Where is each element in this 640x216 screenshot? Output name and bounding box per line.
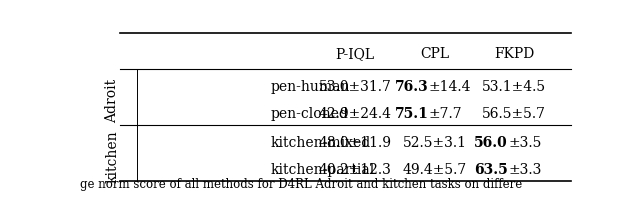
Text: ±14.4: ±14.4 (429, 80, 471, 94)
Text: FKPD: FKPD (494, 47, 534, 61)
Text: 53.0±31.7: 53.0±31.7 (319, 80, 392, 94)
Text: kitchen: kitchen (105, 130, 119, 183)
Text: 75.1: 75.1 (395, 107, 429, 121)
Text: 53.1±4.5: 53.1±4.5 (482, 80, 546, 94)
Text: pen-human: pen-human (271, 80, 351, 94)
Text: pen-cloned: pen-cloned (271, 107, 349, 121)
Text: ±3.5: ±3.5 (508, 136, 541, 150)
Text: 42.9±24.4: 42.9±24.4 (319, 107, 392, 121)
Text: ±7.7: ±7.7 (429, 107, 462, 121)
Text: 52.5±3.1: 52.5±3.1 (403, 136, 467, 150)
Text: ge norm score of all methods for D4RL Adroit and kitchen tasks on differe: ge norm score of all methods for D4RL Ad… (80, 178, 522, 191)
Text: 76.3: 76.3 (395, 80, 429, 94)
Text: 48.0±11.9: 48.0±11.9 (319, 136, 392, 150)
Text: ±3.3: ±3.3 (508, 163, 541, 177)
Text: kitchen-mixed: kitchen-mixed (271, 136, 371, 150)
Text: Adroit: Adroit (105, 79, 119, 123)
Text: CPL: CPL (420, 47, 449, 61)
Text: P-IQL: P-IQL (336, 47, 375, 61)
Text: 49.4±5.7: 49.4±5.7 (403, 163, 467, 177)
Text: 56.0: 56.0 (474, 136, 508, 150)
Text: 56.5±5.7: 56.5±5.7 (482, 107, 546, 121)
Text: 40.2±12.3: 40.2±12.3 (319, 163, 392, 177)
Text: 63.5: 63.5 (474, 163, 508, 177)
Text: kitchen-partial: kitchen-partial (271, 163, 375, 177)
